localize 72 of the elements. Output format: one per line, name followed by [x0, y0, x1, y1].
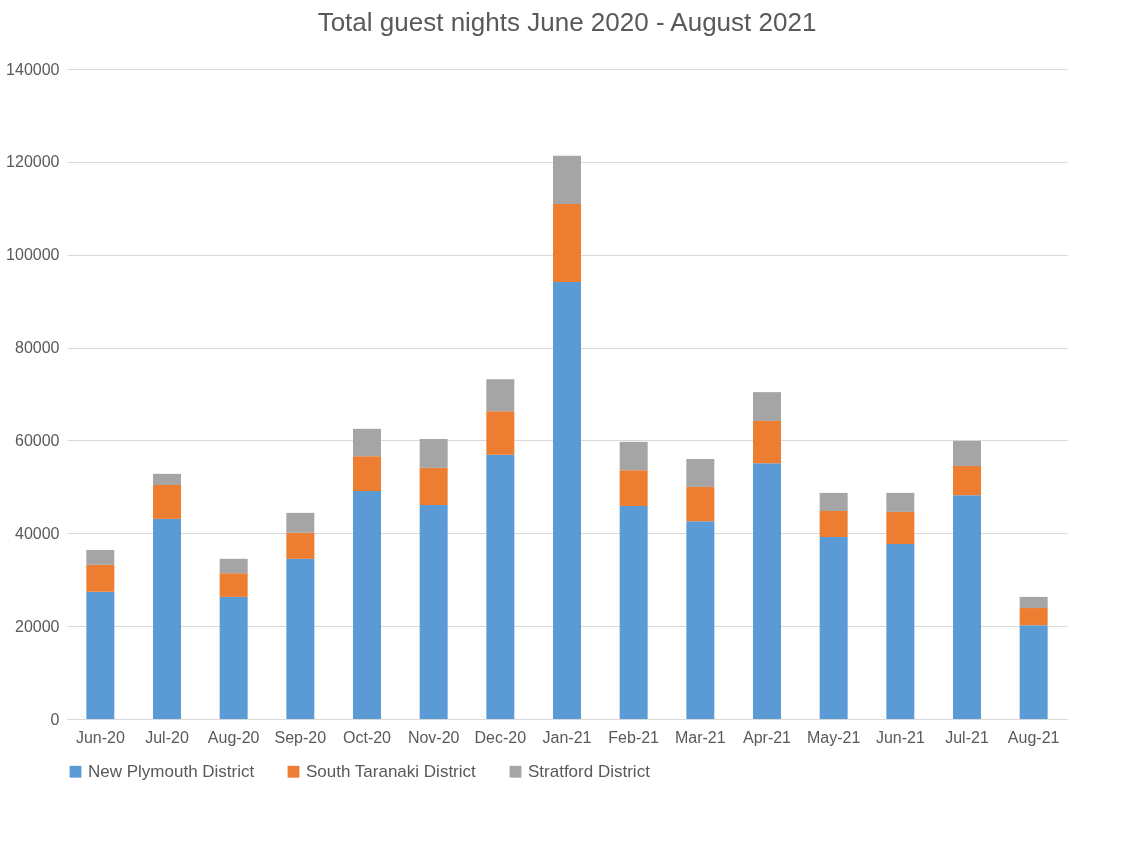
x-tick-label: Jan-21: [542, 728, 592, 746]
bar: [353, 456, 381, 492]
bar: [486, 379, 515, 412]
bar: [1019, 625, 1048, 719]
bar: [686, 459, 715, 487]
bar: [419, 504, 448, 719]
bar: [886, 511, 915, 544]
bar: [553, 282, 581, 719]
bar: [219, 596, 248, 719]
bar: [953, 440, 981, 466]
bar: [153, 473, 181, 485]
y-tick-label: 80000: [15, 339, 60, 357]
x-tick-label: Mar-21: [674, 728, 726, 746]
bar: [419, 467, 448, 505]
bar: [1019, 608, 1048, 626]
bar: [753, 463, 781, 719]
bar: [953, 495, 981, 719]
x-tick-label: Jul-20: [145, 728, 189, 746]
x-tick-label: Sep-20: [274, 728, 327, 746]
bar: [86, 591, 115, 719]
bar: [419, 439, 448, 468]
x-tick-label: Feb-21: [608, 728, 660, 746]
bar: [1019, 596, 1048, 609]
bar: [686, 521, 715, 719]
x-tick-label: Jun-20: [75, 728, 125, 746]
bar: [153, 518, 181, 719]
x-tick-label: Aug-20: [207, 728, 260, 746]
x-tick-label: Dec-20: [474, 728, 527, 746]
bar: [86, 564, 115, 592]
y-tick-label: 40000: [15, 524, 60, 542]
bar: [753, 420, 781, 464]
bar: [953, 465, 981, 496]
bar: [686, 486, 715, 522]
y-tick-label: 120000: [6, 153, 60, 171]
bar: [553, 155, 581, 205]
y-tick-label: 20000: [15, 617, 60, 635]
legend-label: Stratford District: [528, 761, 651, 781]
bar: [819, 511, 848, 537]
bar: [286, 532, 315, 559]
bar: [819, 492, 848, 511]
bar: [219, 558, 248, 574]
x-tick-label: Apr-21: [742, 728, 792, 746]
bar: [619, 441, 648, 471]
bar: [886, 492, 915, 512]
bar: [153, 485, 181, 519]
x-tick-label: Oct-20: [342, 728, 392, 746]
bar: [286, 558, 315, 719]
bar: [819, 537, 848, 719]
y-tick-label: 100000: [6, 246, 60, 264]
bar: [286, 512, 315, 533]
x-tick-label: Aug-21: [1007, 728, 1060, 746]
bar: [553, 204, 581, 283]
bar: [86, 550, 115, 565]
x-tick-label: Nov-20: [407, 728, 460, 746]
bar: [886, 543, 915, 719]
x-tick-label: Jun-21: [875, 728, 925, 746]
y-tick-label: 0: [50, 710, 60, 728]
bar: [353, 428, 381, 457]
x-tick-label: May-21: [806, 728, 861, 746]
chart-title: Total guest nights June 2020 - August 2021: [317, 7, 817, 37]
bar: [353, 491, 381, 719]
x-tick-label: Jul-21: [945, 728, 989, 746]
y-tick-label: 60000: [15, 431, 60, 449]
legend-label: New Plymouth District: [88, 761, 255, 781]
y-tick-label: 140000: [6, 60, 60, 78]
bar: [486, 411, 515, 455]
bar: [619, 470, 648, 506]
bar: [486, 454, 515, 719]
bar: [753, 392, 781, 421]
legend-label: South Taranaki District: [306, 761, 477, 781]
bar: [619, 505, 648, 719]
bar: [219, 573, 248, 597]
